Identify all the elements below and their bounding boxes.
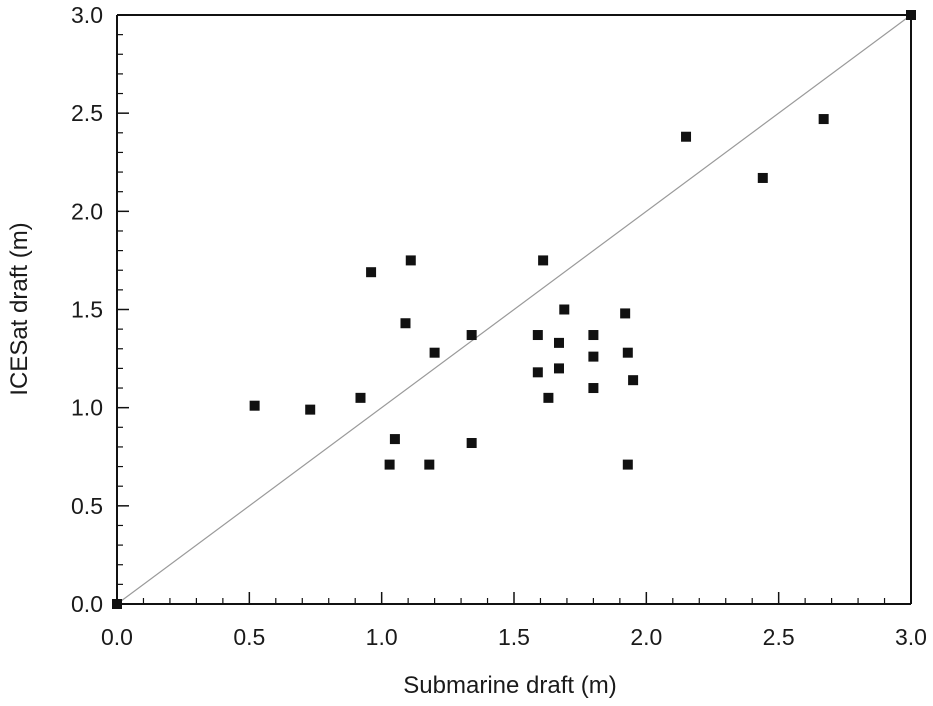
tick-labels-layer: 0.0 0.5 1.0 1.5 2.0 2.5 3.0 0.0 0.5 1.0 1.5 2.0 2.5 3… bbox=[71, 2, 927, 650]
data-point bbox=[553, 363, 564, 374]
data-point bbox=[532, 367, 543, 378]
data-point bbox=[588, 383, 599, 394]
data-point bbox=[466, 438, 477, 449]
y-tick-label: 1.0 bbox=[71, 395, 103, 421]
data-point bbox=[305, 404, 316, 415]
y-tick-label: 3.0 bbox=[71, 2, 103, 28]
x-axis-title: Submarine draft (m) bbox=[403, 672, 616, 699]
data-point bbox=[628, 375, 639, 386]
data-point bbox=[405, 255, 416, 266]
data-point bbox=[543, 392, 554, 403]
data-point bbox=[389, 434, 400, 445]
data-point bbox=[400, 318, 411, 329]
data-point bbox=[681, 131, 692, 142]
data-point bbox=[818, 114, 829, 125]
y-tick-label: 2.5 bbox=[71, 100, 103, 126]
data-point bbox=[622, 459, 633, 470]
x-tick-label: 2.0 bbox=[630, 624, 662, 650]
x-tick-label: 0.0 bbox=[101, 624, 133, 650]
ticks-layer bbox=[116, 14, 912, 605]
data-point bbox=[532, 330, 543, 341]
reference-line-1-to-1 bbox=[116, 14, 912, 605]
x-tick-label: 0.5 bbox=[233, 624, 265, 650]
data-point bbox=[538, 255, 549, 266]
y-axis-title: ICESat draft (m) bbox=[6, 222, 33, 395]
data-point bbox=[249, 400, 260, 411]
x-tick-label: 3.0 bbox=[895, 624, 927, 650]
x-tick-label: 1.0 bbox=[366, 624, 398, 650]
data-point bbox=[757, 172, 768, 183]
data-point bbox=[559, 304, 570, 315]
y-tick-label: 0.0 bbox=[71, 591, 103, 617]
reference-line-layer bbox=[116, 14, 912, 605]
data-point bbox=[588, 330, 599, 341]
data-point bbox=[355, 392, 366, 403]
data-point bbox=[622, 347, 633, 358]
y-tick-label: 0.5 bbox=[71, 493, 103, 519]
data-point bbox=[424, 459, 435, 470]
data-point bbox=[366, 267, 377, 278]
data-point bbox=[466, 330, 477, 341]
data-point bbox=[553, 337, 564, 348]
x-tick-label: 2.5 bbox=[763, 624, 795, 650]
data-point bbox=[588, 351, 599, 362]
y-tick-label: 2.0 bbox=[71, 198, 103, 224]
data-point bbox=[384, 459, 395, 470]
data-point bbox=[620, 308, 631, 319]
x-tick-label: 1.5 bbox=[498, 624, 530, 650]
y-tick-label: 1.5 bbox=[71, 297, 103, 323]
data-point bbox=[429, 347, 440, 358]
